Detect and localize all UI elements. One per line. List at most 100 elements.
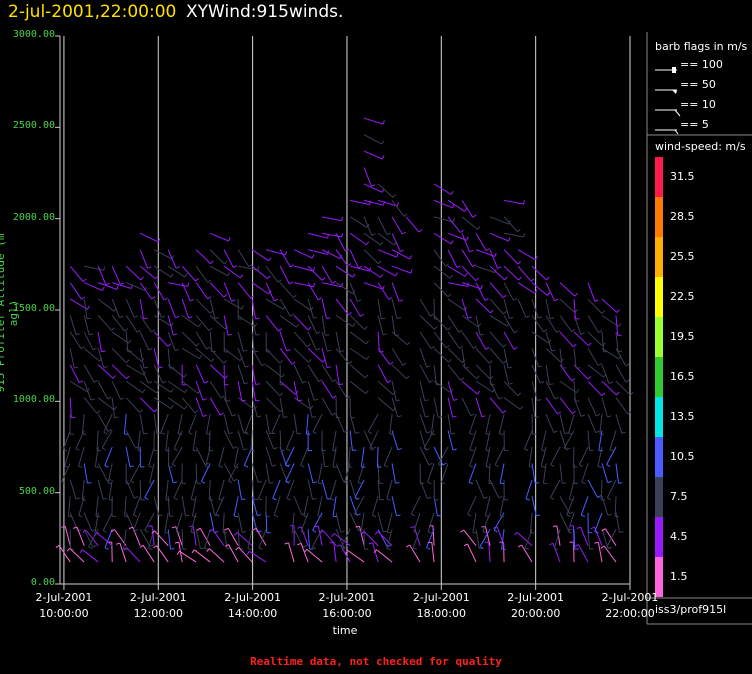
- x-tick-time: 20:00:00: [510, 607, 561, 620]
- wind-barb: [124, 496, 129, 518]
- wind-barb: [587, 430, 594, 451]
- wind-barb: [485, 446, 491, 468]
- wind-barb: [322, 232, 343, 238]
- wind-barb: [363, 232, 384, 246]
- wind-barb: [223, 347, 243, 361]
- wind-barb: [386, 529, 393, 550]
- wind-barb: [433, 397, 443, 418]
- wind-barb: [475, 331, 490, 350]
- wind-barb: [317, 463, 323, 485]
- wind-barb: [293, 364, 307, 384]
- wind-barb: [615, 380, 634, 396]
- wind-barb: [594, 541, 603, 563]
- speed-color-swatch: [655, 317, 663, 357]
- wind-barb: [447, 315, 463, 333]
- wind-barb: [461, 397, 475, 417]
- wind-barb: [322, 216, 343, 222]
- wind-barb: [181, 529, 187, 550]
- wind-barb: [321, 298, 331, 319]
- wind-barb: [251, 298, 260, 320]
- wind-barb: [279, 282, 297, 299]
- wind-barb: [349, 282, 362, 302]
- wind-barb: [391, 430, 402, 451]
- speed-color-swatch: [655, 437, 663, 477]
- wind-barb: [542, 463, 548, 485]
- wind-barb: [391, 298, 402, 319]
- wind-barb: [531, 265, 550, 281]
- wind-barb: [305, 414, 311, 435]
- speed-legend-label: 1.5: [670, 570, 688, 583]
- wind-barb: [83, 315, 94, 336]
- wind-barb: [144, 479, 155, 500]
- wind-barb: [461, 282, 483, 290]
- wind-barb: [321, 364, 337, 383]
- wind-barb: [153, 364, 167, 384]
- wind-barb: [503, 265, 522, 281]
- wind-barb: [83, 364, 98, 383]
- wind-barb: [433, 232, 454, 245]
- wind-barb: [349, 249, 363, 269]
- wind-barb: [461, 233, 474, 253]
- wind-barb: [139, 315, 155, 333]
- wind-barb: [531, 282, 551, 296]
- wind-barb: [265, 265, 282, 283]
- wind-barb: [531, 496, 541, 517]
- wind-barb: [209, 282, 228, 298]
- wind-barb: [410, 496, 421, 517]
- wind-barb: [332, 446, 337, 468]
- wind-barb: [173, 479, 183, 501]
- wind-barb: [251, 249, 272, 262]
- speed-color-swatch: [655, 277, 663, 317]
- wind-barb: [580, 496, 589, 517]
- wind-barb: [531, 381, 542, 401]
- wind-barb: [373, 549, 393, 563]
- wind-barb: [96, 430, 102, 452]
- wind-barb: [391, 200, 408, 217]
- wind-barb: [160, 413, 169, 435]
- quality-warning: Realtime data, not checked for quality: [250, 655, 502, 668]
- wind-barb: [559, 512, 573, 532]
- wind-barb: [195, 347, 215, 362]
- wind-barb: [601, 463, 612, 484]
- wind-barb: [176, 550, 197, 563]
- wind-barb: [321, 348, 332, 369]
- wind-barbs: [55, 117, 634, 563]
- wind-barb: [335, 413, 349, 433]
- wind-barb: [413, 512, 421, 534]
- wind-barb: [503, 479, 509, 501]
- wind-barb: [69, 331, 85, 350]
- wind-barb: [139, 397, 158, 413]
- wind-barb: [195, 397, 207, 417]
- wind-barb: [485, 430, 491, 452]
- wind-barb: [153, 315, 174, 327]
- wind-barb: [419, 298, 434, 317]
- wind-barb: [234, 446, 239, 468]
- y-tick-label: 2500.00: [12, 120, 55, 132]
- wind-barb: [479, 528, 491, 549]
- wind-barb: [195, 364, 209, 384]
- wind-barb: [167, 529, 175, 550]
- wind-barb: [499, 496, 505, 518]
- wind-barb: [171, 446, 183, 467]
- wind-barb: [360, 530, 379, 546]
- wind-barb: [615, 331, 623, 353]
- wind-barb: [600, 545, 617, 563]
- wind-barb: [61, 463, 71, 484]
- wind-barb: [192, 496, 197, 518]
- wind-barb: [69, 298, 90, 310]
- wind-barb: [97, 348, 108, 369]
- wind-barb: [524, 529, 533, 550]
- wind-barb: [175, 512, 183, 534]
- wind-barb: [61, 525, 71, 546]
- wind-barb: [153, 249, 175, 260]
- wind-barb: [123, 414, 129, 435]
- wind-barb: [73, 526, 85, 546]
- wind-barb: [312, 413, 323, 435]
- speed-color-swatch: [655, 477, 663, 517]
- wind-barb: [251, 331, 259, 353]
- wind-barb: [419, 446, 433, 466]
- station-id: iss3/prof915l: [655, 603, 727, 616]
- wind-barb: [69, 364, 84, 384]
- wind-barb: [153, 298, 166, 319]
- wind-barb: [218, 446, 225, 468]
